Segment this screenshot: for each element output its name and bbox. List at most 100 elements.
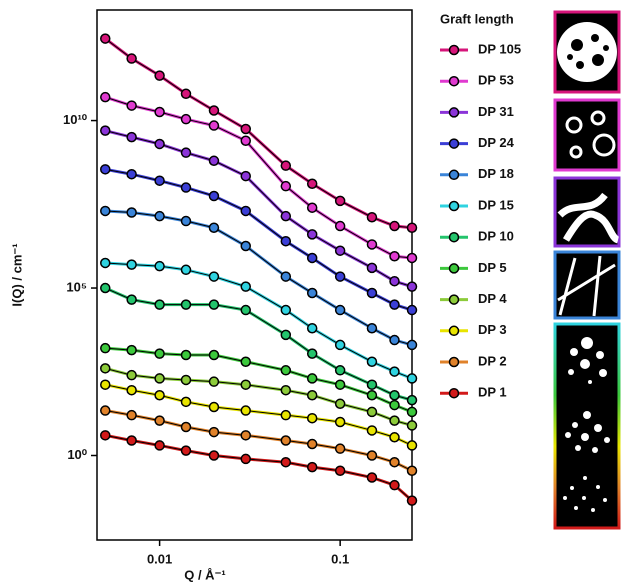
data-point	[366, 239, 378, 250]
data-point	[389, 479, 400, 491]
data-point	[240, 170, 252, 182]
data-point	[208, 376, 220, 387]
data-point	[334, 271, 346, 282]
data-point	[406, 495, 418, 506]
data-point	[334, 245, 346, 256]
data-point	[280, 365, 292, 376]
data-point	[406, 394, 418, 406]
data-point	[366, 450, 378, 461]
x-axis-title: Q / Å⁻¹	[184, 567, 226, 582]
fit-line	[104, 38, 413, 229]
data-point	[306, 252, 318, 264]
legend-label: DP 1	[478, 385, 507, 400]
data-point	[208, 299, 220, 310]
data-point	[280, 210, 292, 222]
data-point	[126, 369, 137, 381]
data-point	[180, 349, 192, 361]
legend-marker	[448, 356, 460, 368]
data-point	[240, 240, 252, 252]
data-point	[366, 356, 378, 367]
data-point	[389, 389, 400, 401]
data-point	[306, 461, 318, 473]
data-point	[366, 379, 378, 390]
data-point	[240, 205, 252, 217]
data-point	[154, 348, 165, 359]
data-point	[208, 105, 220, 116]
data-point	[389, 220, 400, 232]
x-tick-label: 0.01	[147, 551, 172, 566]
data-point	[306, 178, 318, 189]
schematics	[553, 10, 621, 530]
legend-marker	[448, 107, 460, 118]
data-point	[306, 229, 318, 240]
data-point	[126, 53, 137, 64]
data-point	[306, 287, 318, 299]
data-point	[389, 334, 400, 346]
data-point	[100, 91, 111, 103]
data-point	[208, 426, 220, 438]
data-point	[406, 339, 418, 351]
data-point	[180, 182, 192, 193]
legend-marker	[448, 263, 460, 274]
data-point	[280, 384, 292, 396]
y-tick-label: 10⁰	[67, 447, 87, 462]
data-point	[154, 440, 165, 451]
data-point	[334, 416, 346, 428]
data-point	[366, 472, 378, 483]
data-point	[126, 344, 137, 356]
data-point	[306, 373, 318, 384]
data-point	[100, 282, 111, 294]
data-point	[280, 456, 292, 468]
plot-frame	[96, 9, 413, 541]
data-point	[208, 190, 220, 202]
legend-marker	[448, 325, 460, 337]
data-point	[126, 409, 137, 421]
legend-marker	[448, 169, 460, 181]
data-point	[306, 389, 318, 401]
data-point	[406, 373, 418, 384]
data-point	[208, 271, 220, 282]
data-point	[306, 412, 318, 424]
data-point	[240, 453, 252, 465]
data-point	[100, 33, 111, 44]
data-point	[334, 339, 346, 351]
data-point	[208, 401, 220, 413]
legend-marker	[448, 200, 460, 212]
data-point	[280, 180, 292, 192]
data-point	[334, 365, 346, 376]
data-point	[306, 202, 318, 213]
data-point	[389, 415, 400, 426]
data-point	[389, 432, 400, 443]
y-tick-label: 10¹⁰	[63, 112, 88, 127]
data-point	[389, 456, 400, 468]
data-point	[126, 100, 137, 111]
legend-label: DP 5	[478, 260, 507, 275]
data-point	[366, 211, 378, 223]
data-point	[389, 299, 400, 310]
legend-title: Graft length	[440, 11, 514, 26]
data-point	[406, 465, 418, 477]
data-point	[100, 405, 111, 416]
data-point	[406, 440, 418, 451]
data-point	[100, 363, 111, 374]
data-point	[180, 374, 192, 386]
data-point	[180, 445, 192, 456]
data-point	[154, 210, 165, 222]
fit-line	[105, 262, 413, 379]
data-point	[280, 329, 292, 341]
data-point	[100, 430, 111, 441]
data-point	[334, 398, 346, 410]
data-point	[280, 304, 292, 316]
data-point	[180, 113, 192, 125]
data-point	[406, 406, 418, 418]
data-point	[100, 257, 111, 269]
data-point	[126, 435, 137, 446]
data-point	[389, 275, 400, 287]
fit-line	[105, 210, 413, 346]
data-point	[240, 356, 252, 367]
legend-label: DP 53	[478, 73, 514, 88]
y-tick-label: 10⁵	[66, 279, 87, 294]
data-point	[389, 366, 400, 377]
data-point	[180, 396, 192, 408]
data-point	[126, 168, 137, 180]
